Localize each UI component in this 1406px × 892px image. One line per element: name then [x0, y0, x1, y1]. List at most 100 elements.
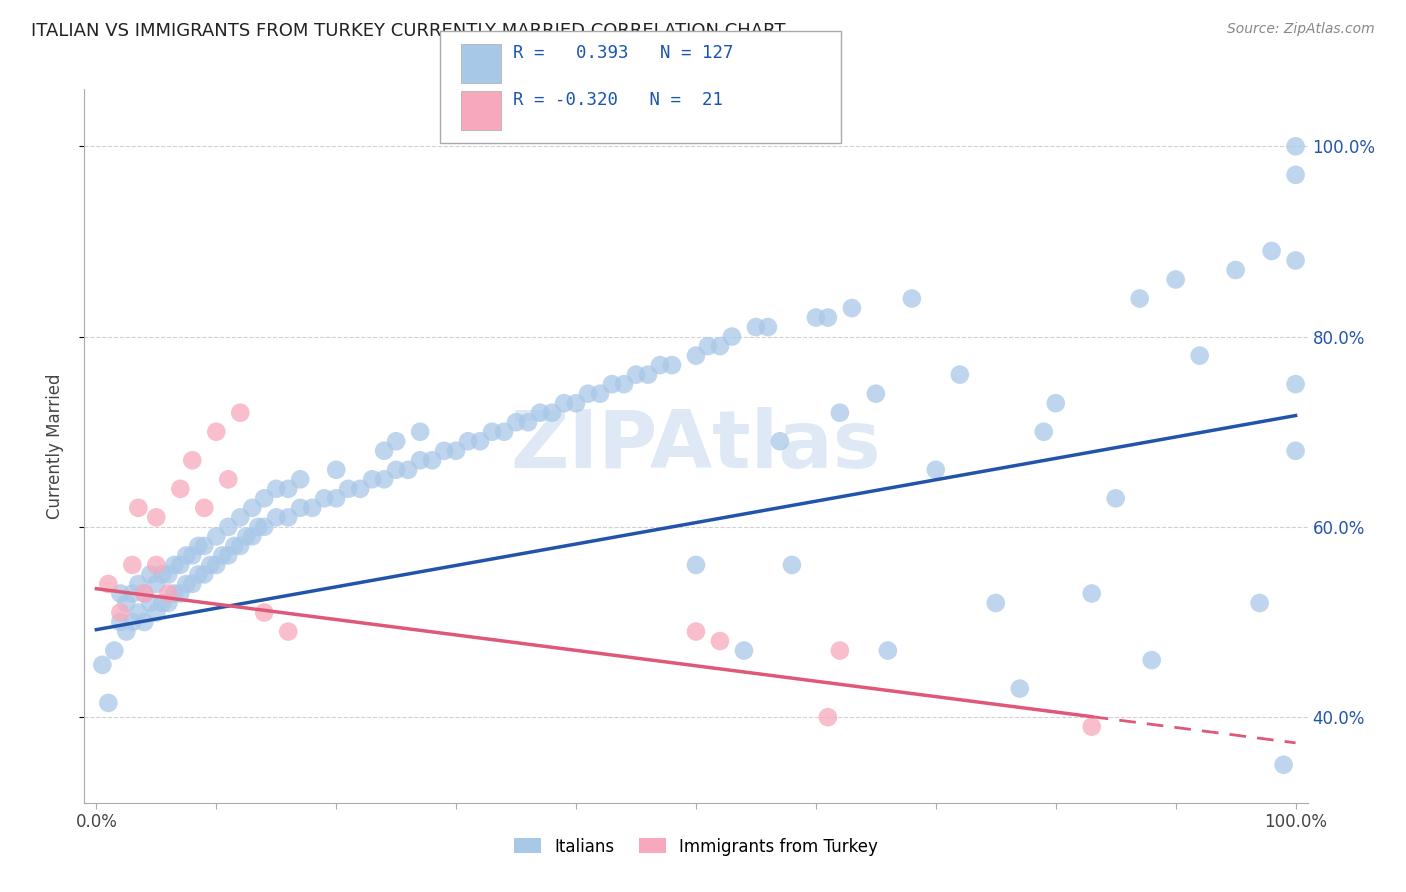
Point [553, 396, 575, 410]
Point [949, 368, 972, 382]
Point [134, 615, 156, 629]
Point [121, 615, 143, 629]
Point [325, 491, 347, 506]
Point [181, 577, 204, 591]
Y-axis label: Currently Married: Currently Married [45, 373, 63, 519]
Point [769, 434, 792, 449]
Point [157, 567, 180, 582]
Point [648, 358, 671, 372]
Point [841, 301, 863, 315]
Point [1284, 253, 1306, 268]
Point [127, 577, 149, 591]
Point [433, 443, 456, 458]
Point [157, 586, 180, 600]
Point [217, 549, 239, 563]
Point [174, 577, 197, 591]
Point [685, 349, 707, 363]
Point [247, 520, 270, 534]
Point [1225, 263, 1247, 277]
Point [1284, 168, 1306, 182]
Point [169, 558, 191, 572]
Point [217, 472, 239, 486]
Point [337, 482, 360, 496]
Point [187, 539, 209, 553]
Text: ITALIAN VS IMMIGRANTS FROM TURKEY CURRENTLY MARRIED CORRELATION CHART: ITALIAN VS IMMIGRANTS FROM TURKEY CURREN… [31, 22, 786, 40]
Point [229, 510, 252, 524]
Point [576, 386, 599, 401]
Text: Source: ZipAtlas.com: Source: ZipAtlas.com [1227, 22, 1375, 37]
Point [253, 520, 276, 534]
Point [1260, 244, 1282, 258]
Point [1164, 272, 1187, 286]
Point [277, 482, 299, 496]
Point [134, 586, 156, 600]
Point [804, 310, 827, 325]
Point [134, 586, 156, 600]
Point [103, 643, 125, 657]
Point [174, 549, 197, 563]
Point [110, 586, 132, 600]
Point [193, 500, 215, 515]
Point [163, 558, 186, 572]
Point [253, 606, 276, 620]
Point [217, 520, 239, 534]
Point [127, 500, 149, 515]
Point [139, 567, 162, 582]
Point [481, 425, 503, 439]
Point [1008, 681, 1031, 696]
Point [984, 596, 1007, 610]
Point [925, 463, 948, 477]
Point [224, 539, 246, 553]
Point [1105, 491, 1128, 506]
Point [624, 368, 647, 382]
Point [290, 472, 312, 486]
Point [1284, 377, 1306, 392]
Point [349, 482, 371, 496]
Point [600, 377, 623, 392]
Text: R =   0.393   N = 127: R = 0.393 N = 127 [513, 44, 734, 62]
Point [685, 624, 707, 639]
Point [709, 339, 731, 353]
Point [1249, 596, 1271, 610]
Point [264, 510, 287, 524]
Point [1032, 425, 1054, 439]
Point [385, 434, 408, 449]
Point [253, 491, 276, 506]
Point [97, 696, 120, 710]
Point [817, 710, 839, 724]
Point [121, 586, 143, 600]
Point [290, 500, 312, 515]
Point [780, 558, 803, 572]
Point [876, 643, 898, 657]
Point [373, 443, 395, 458]
Point [817, 310, 839, 325]
Point [187, 567, 209, 582]
Point [211, 549, 233, 563]
Point [277, 624, 299, 639]
Point [169, 586, 191, 600]
Point [145, 577, 167, 591]
Point [205, 529, 228, 543]
Point [697, 339, 720, 353]
Point [127, 606, 149, 620]
Point [150, 596, 173, 610]
Point [565, 396, 588, 410]
Point [145, 606, 167, 620]
Point [325, 463, 347, 477]
Point [541, 406, 564, 420]
Point [145, 510, 167, 524]
Point [409, 425, 432, 439]
Point [517, 415, 540, 429]
Point [409, 453, 432, 467]
Text: ZIPAtlas: ZIPAtlas [510, 407, 882, 485]
Point [150, 567, 173, 582]
Point [396, 463, 419, 477]
Point [1272, 757, 1295, 772]
Point [110, 606, 132, 620]
Point [264, 482, 287, 496]
Point [145, 558, 167, 572]
Point [373, 472, 395, 486]
Point [721, 329, 744, 343]
Point [385, 463, 408, 477]
Point [139, 596, 162, 610]
